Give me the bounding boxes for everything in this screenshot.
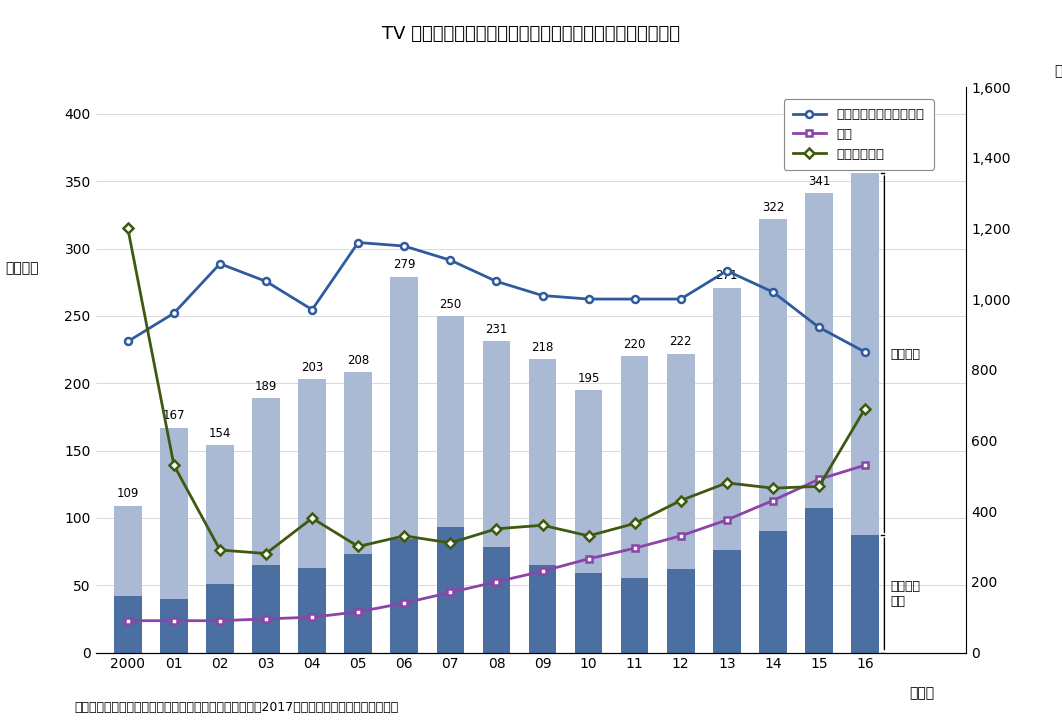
- Text: 167: 167: [162, 409, 185, 422]
- Bar: [482, 547, 510, 652]
- Text: 継続放送
作品: 継続放送 作品: [890, 580, 921, 608]
- Bar: [575, 573, 602, 652]
- Text: （本数）: （本数）: [5, 261, 38, 275]
- Text: 新規作品: 新規作品: [890, 348, 921, 361]
- Text: 189: 189: [255, 380, 277, 393]
- Bar: [852, 173, 879, 535]
- Text: 220: 220: [623, 338, 646, 351]
- Text: （億円）: （億円）: [1055, 65, 1062, 78]
- Text: 195: 195: [578, 371, 600, 384]
- Bar: [160, 428, 188, 599]
- Text: 322: 322: [761, 201, 784, 214]
- Text: 231: 231: [485, 323, 508, 336]
- Bar: [253, 565, 280, 652]
- Bar: [667, 569, 695, 652]
- Bar: [759, 219, 787, 531]
- Text: 356: 356: [854, 154, 876, 167]
- Bar: [344, 373, 372, 554]
- Bar: [529, 359, 556, 565]
- Bar: [529, 565, 556, 652]
- Bar: [482, 341, 510, 547]
- Bar: [206, 445, 234, 584]
- Bar: [298, 379, 326, 568]
- Bar: [114, 596, 141, 652]
- Text: 218: 218: [531, 341, 553, 354]
- Text: 203: 203: [301, 361, 323, 374]
- Bar: [436, 316, 464, 527]
- Bar: [436, 527, 464, 652]
- Bar: [713, 550, 740, 652]
- Text: 279: 279: [393, 258, 415, 271]
- Text: 208: 208: [347, 354, 370, 367]
- Bar: [575, 390, 602, 573]
- Text: 154: 154: [209, 427, 232, 440]
- Bar: [160, 599, 188, 653]
- Bar: [391, 539, 418, 652]
- Bar: [713, 288, 740, 550]
- Text: 出典：一般社団法人日本動画協会「アニメ産業レポート2017」を基に帝国データバンク作成: 出典：一般社団法人日本動画協会「アニメ産業レポート2017」を基に帝国データバン…: [74, 701, 398, 714]
- Text: 222: 222: [669, 335, 692, 348]
- Text: （年）: （年）: [909, 687, 933, 700]
- Text: 271: 271: [716, 269, 738, 282]
- Bar: [667, 354, 695, 569]
- Bar: [114, 506, 141, 596]
- Bar: [805, 194, 833, 508]
- Bar: [253, 398, 280, 565]
- Bar: [391, 277, 418, 539]
- Bar: [298, 568, 326, 652]
- Text: 250: 250: [440, 297, 462, 310]
- Bar: [621, 356, 649, 579]
- Bar: [759, 531, 787, 652]
- Text: 109: 109: [117, 487, 139, 500]
- Bar: [805, 508, 833, 652]
- Text: TV アニメ放映タイトル数とビデオパッケージ等売上高推移: TV アニメ放映タイトル数とビデオパッケージ等売上高推移: [382, 25, 680, 44]
- Text: 341: 341: [808, 175, 830, 188]
- Bar: [852, 535, 879, 652]
- Legend: アニメビデオパッケージ, 配信, 劇場版アニメ: アニメビデオパッケージ, 配信, 劇場版アニメ: [784, 99, 933, 170]
- Bar: [621, 579, 649, 652]
- Bar: [206, 584, 234, 652]
- Bar: [344, 554, 372, 652]
